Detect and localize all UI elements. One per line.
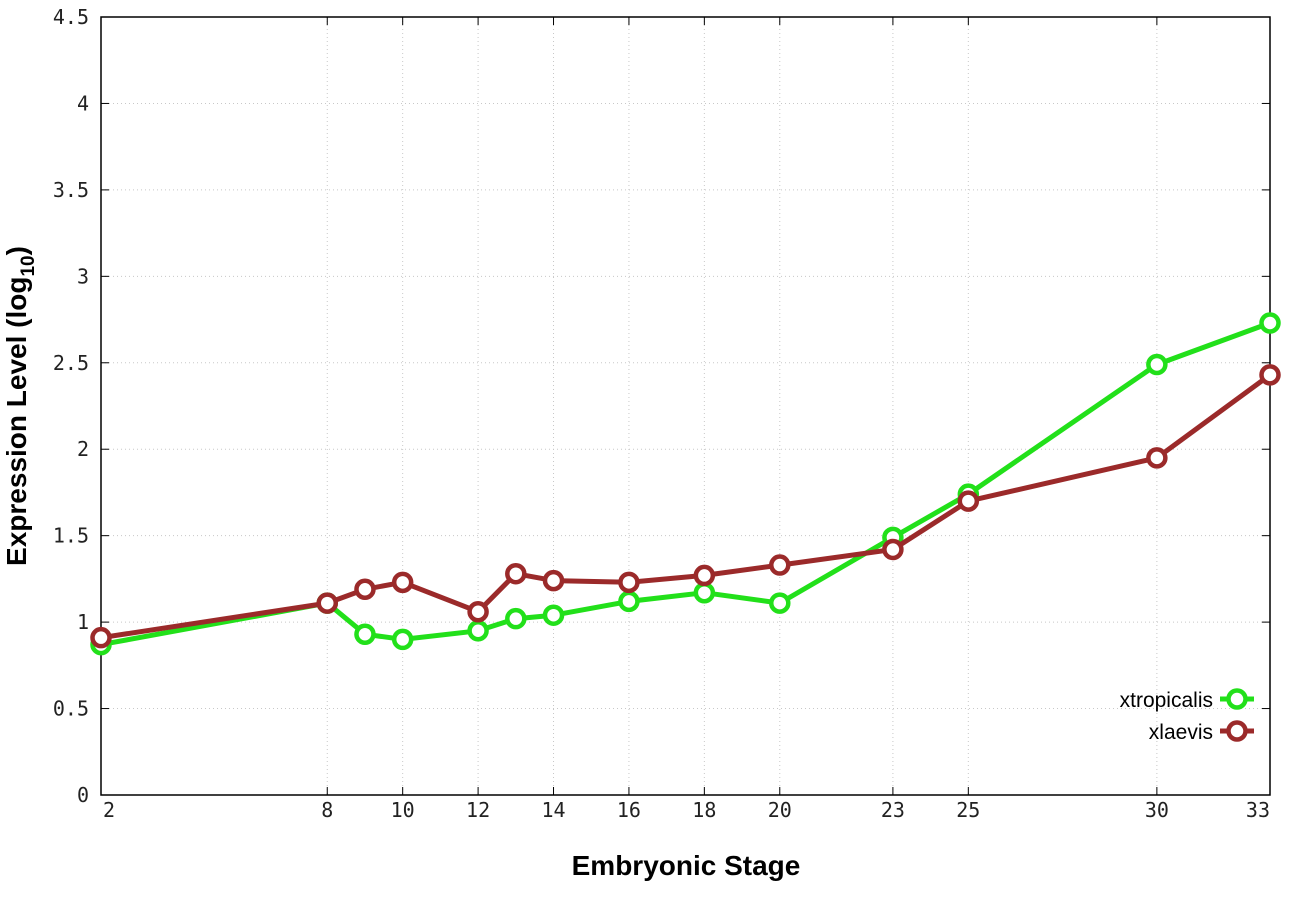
data-point <box>505 562 527 585</box>
legend-label: xtropicalis <box>1120 689 1213 712</box>
x-tick-label: 8 <box>321 798 333 822</box>
y-tick-label: 2.5 <box>53 351 89 375</box>
data-point <box>354 623 376 645</box>
x-tick-label: 10 <box>391 798 415 822</box>
data-point <box>354 578 376 601</box>
x-tick-label: 30 <box>1145 798 1169 822</box>
data-point <box>1259 364 1281 386</box>
y-axis-title-close: ) <box>1 246 32 255</box>
x-axis-title: Embryonic Stage <box>572 850 801 881</box>
data-point <box>90 626 112 649</box>
legend: xtropicalis xlaevis <box>1120 688 1254 744</box>
y-tick-label: 1.5 <box>53 524 89 548</box>
data-point <box>1146 447 1168 469</box>
y-tick-label: 2 <box>77 437 89 461</box>
y-tick-label: 3 <box>77 264 89 288</box>
y-tick-label: 0.5 <box>53 697 89 721</box>
data-point <box>693 564 716 587</box>
plot-frame <box>100 16 1271 796</box>
legend-swatch-marker <box>1226 720 1248 742</box>
data-point <box>693 581 716 604</box>
x-tick-label: 25 <box>956 798 980 822</box>
series-line <box>100 320 1271 648</box>
data-point <box>391 571 414 594</box>
data-point <box>467 620 489 642</box>
data-point <box>542 569 565 592</box>
legend-item: xtropicalis <box>1120 688 1254 712</box>
y-tick-label: 3.5 <box>53 178 89 202</box>
x-tick-label: 20 <box>768 798 792 822</box>
data-point <box>1259 312 1281 334</box>
data-point <box>618 590 640 613</box>
legend-item: xlaevis <box>1149 720 1254 744</box>
x-tick-label: 12 <box>466 798 490 822</box>
axis-ticks: 0 0.5 1 1.5 2 2.5 3 3.5 4 4.5 2 8 10 12 14 16 18 20 23 25 30… <box>53 5 1271 822</box>
y-tick-label: 1 <box>77 610 89 634</box>
y-axis-title-main: Expression Level (log <box>1 277 32 566</box>
y-axis-title: Expression Level (log10) <box>1 246 39 566</box>
x-tick-label: 2 <box>103 798 115 822</box>
data-point <box>957 490 980 512</box>
data-point <box>542 604 565 626</box>
data-point <box>467 600 489 623</box>
data-point <box>882 538 904 561</box>
series-xtropicalis <box>90 312 1281 656</box>
series-line <box>100 372 1272 641</box>
x-tick-label: 23 <box>881 798 905 822</box>
x-tick-label: 14 <box>541 798 565 822</box>
grid-lines <box>101 17 1270 795</box>
x-tick-label: 33 <box>1246 798 1270 822</box>
x-tick-label: 18 <box>692 798 716 822</box>
y-tick-label: 4.5 <box>53 5 89 29</box>
legend-swatch-marker <box>1226 688 1248 710</box>
data-point <box>505 607 527 630</box>
y-tick-label: 0 <box>77 783 89 807</box>
series-xlaevis <box>90 364 1281 649</box>
data-point <box>618 571 640 594</box>
legend-label: xlaevis <box>1149 721 1213 744</box>
y-axis-title-subscript: 10 <box>18 255 39 276</box>
data-point <box>391 628 414 651</box>
y-tick-label: 4 <box>77 91 89 115</box>
data-point <box>769 592 791 614</box>
data-point <box>316 592 339 614</box>
data-point <box>1146 353 1168 376</box>
x-tick-label: 16 <box>617 798 641 822</box>
series-group <box>90 312 1281 656</box>
data-point <box>769 554 791 576</box>
